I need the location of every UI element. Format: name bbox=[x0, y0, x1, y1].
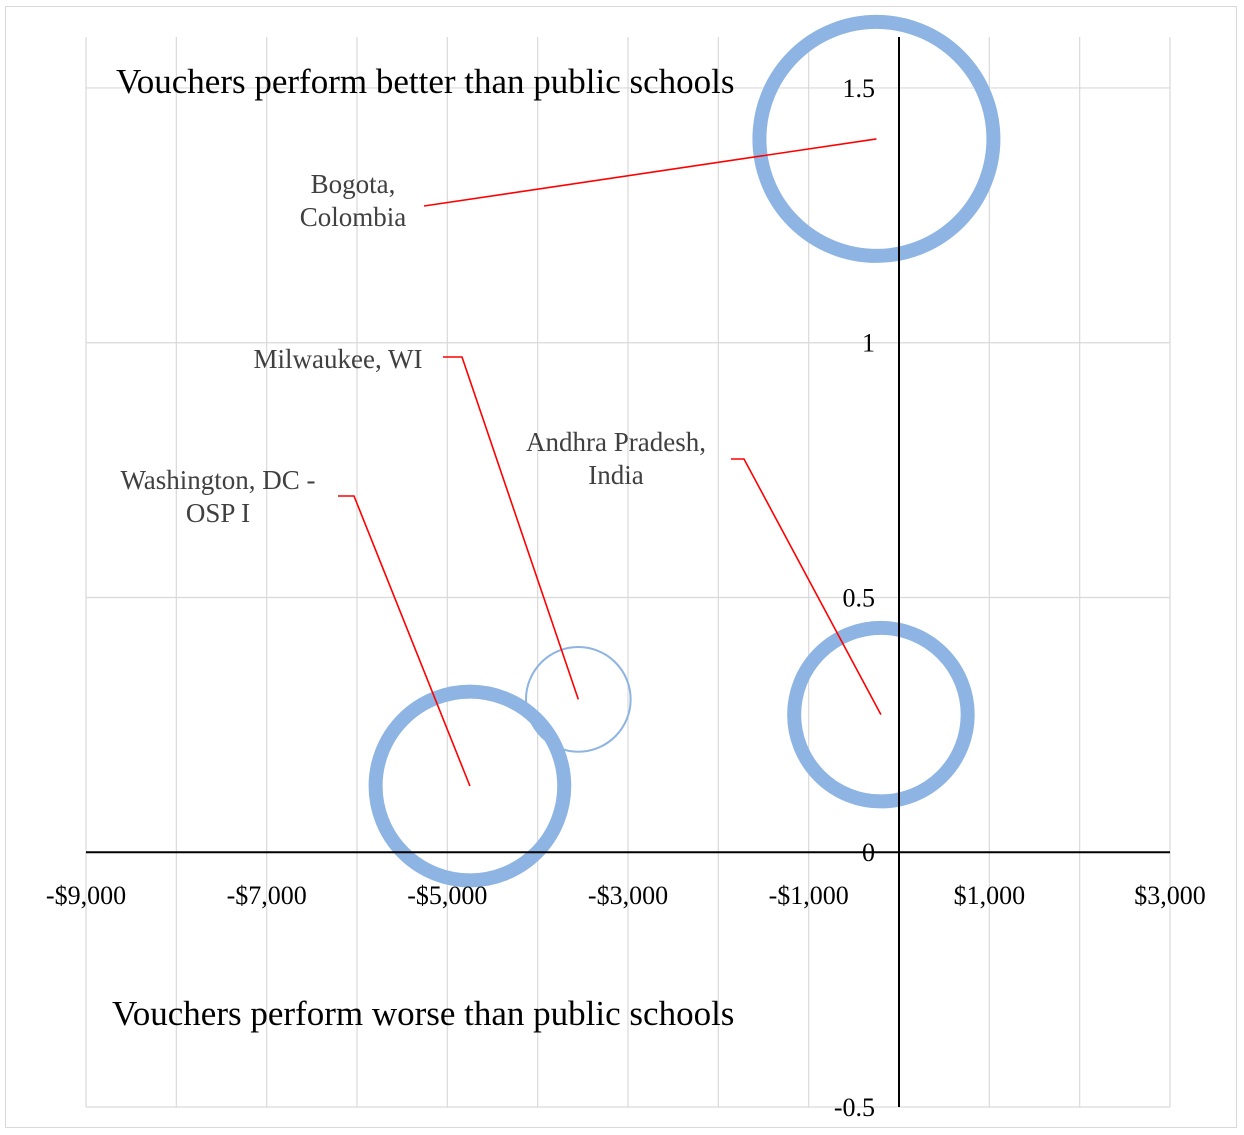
point-labels: Bogota, Colombia Milwaukee, WI Andhra Prade… bbox=[120, 169, 706, 528]
point-label-line: Washington, DC - bbox=[120, 465, 315, 495]
point-label: Andhra Pradesh, India bbox=[526, 427, 706, 490]
x-tick-label: -$1,000 bbox=[769, 881, 849, 910]
leader-line bbox=[338, 495, 471, 787]
x-tick-label: $1,000 bbox=[954, 881, 1026, 910]
leader-line bbox=[443, 356, 580, 700]
point-label-line: Bogota, bbox=[311, 169, 396, 199]
point-label-line: OSP I bbox=[186, 498, 250, 528]
point-label-line: Colombia bbox=[300, 202, 407, 232]
leader-line bbox=[423, 138, 877, 207]
y-tick-label: -0.5 bbox=[834, 1093, 875, 1122]
x-tick-label: -$9,000 bbox=[46, 881, 126, 910]
y-tick-label: 1 bbox=[862, 329, 875, 358]
point-label: Washington, DC -OSP I bbox=[120, 465, 315, 528]
x-tick-label: -$5,000 bbox=[407, 881, 487, 910]
x-tick-label: $3,000 bbox=[1134, 881, 1206, 910]
y-tick-label: 1.5 bbox=[843, 74, 876, 103]
point-label: Bogota, Colombia bbox=[300, 169, 407, 232]
bubble-point bbox=[752, 14, 1001, 263]
grid-lines bbox=[85, 37, 1171, 1108]
bubble-point bbox=[787, 620, 975, 809]
axes bbox=[86, 37, 1170, 1107]
annotation-top: Vouchers perform better than public scho… bbox=[116, 62, 735, 101]
tick-labels: -$9,000 -$7,000 -$5,000 -$3,000 -$1,000 $1,00… bbox=[46, 74, 1206, 1122]
chart-frame bbox=[5, 6, 1237, 1128]
point-label-line: Andhra Pradesh, bbox=[526, 427, 706, 457]
bubbles bbox=[368, 14, 1001, 888]
bubble-point bbox=[368, 684, 572, 888]
x-tick-label: -$7,000 bbox=[227, 881, 307, 910]
y-tick-label: 0 bbox=[862, 838, 875, 867]
point-label-line: Milwaukee, WI bbox=[254, 344, 423, 374]
bubble-point bbox=[524, 646, 632, 753]
point-label-line: India bbox=[588, 460, 643, 490]
annotation-bottom: Vouchers perform worse than public schoo… bbox=[112, 994, 734, 1033]
point-label: Milwaukee, WI bbox=[254, 344, 423, 374]
y-tick-label: 0.5 bbox=[843, 583, 876, 612]
leader-lines bbox=[338, 138, 882, 787]
leader-line bbox=[731, 458, 882, 716]
x-tick-label: -$3,000 bbox=[588, 881, 668, 910]
